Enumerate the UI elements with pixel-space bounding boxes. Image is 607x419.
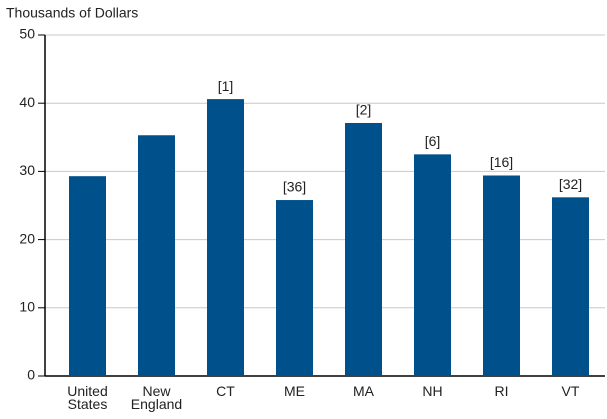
- annotation: [1]: [218, 78, 234, 94]
- annotation: [16]: [490, 154, 513, 170]
- x-tick-label: United States: [67, 383, 108, 412]
- annotation: [6]: [425, 133, 441, 149]
- x-tick-label: NH: [422, 383, 443, 399]
- annotation: [32]: [559, 176, 582, 192]
- annotation: [2]: [356, 102, 372, 118]
- bar: [69, 176, 106, 376]
- bar: [276, 200, 313, 376]
- bar: [207, 99, 244, 376]
- x-tick-label: CT: [216, 383, 235, 399]
- y-tick-label: 30: [19, 162, 35, 178]
- x-tick-label: RI: [494, 383, 509, 399]
- y-tick-label: 10: [19, 299, 35, 315]
- bar: [483, 175, 520, 376]
- y-tick-label: 20: [19, 230, 35, 246]
- y-axis-label: Thousands of Dollars: [6, 5, 138, 21]
- y-tick-label: 40: [19, 94, 35, 110]
- bar: [552, 197, 589, 376]
- bar: [138, 135, 175, 376]
- annotation: [36]: [283, 179, 306, 195]
- bar: [345, 122, 382, 376]
- x-tick-label: ME: [284, 383, 305, 399]
- bar: [414, 154, 451, 376]
- x-tick-label: VT: [561, 383, 580, 399]
- x-tick-label: New England: [130, 383, 183, 412]
- x-tick-label: MA: [353, 383, 374, 399]
- y-tick-label: 0: [27, 367, 35, 383]
- y-tick-label: 50: [19, 26, 35, 42]
